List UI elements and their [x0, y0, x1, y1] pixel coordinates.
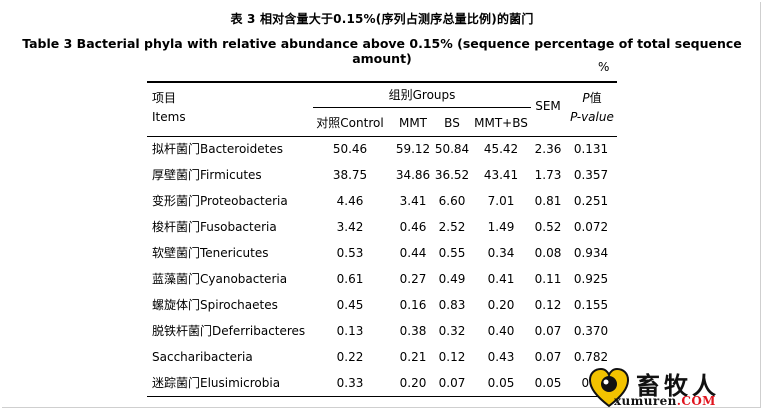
row-value-col-5: 0.251 — [573, 194, 609, 208]
row-phylum-name: 螺旋体门Spirochaetes — [152, 298, 278, 312]
row-value-col-0: 38.75 — [332, 168, 368, 182]
row-value-col-4: 0.08 — [534, 246, 562, 260]
row-phylum-name: 厚壁菌门Firmicutes — [152, 168, 262, 182]
row-value-col-4: 0.05 — [534, 376, 562, 390]
row-value-col-1: 0.21 — [399, 350, 427, 364]
row-value-col-1: 0.44 — [399, 246, 427, 260]
row-value-col-3: 0.40 — [487, 324, 515, 338]
row-value-col-3: 7.01 — [487, 194, 515, 208]
row-phylum-name: 拟杆菌门Bacteroidetes — [152, 142, 283, 156]
row-value-col-3: 1.49 — [487, 220, 515, 234]
header-bs: BS — [444, 116, 460, 130]
row-value-col-0: 0.33 — [336, 376, 364, 390]
logo-text-cn: 畜牧人 — [636, 371, 720, 400]
header-items-en: Items — [152, 110, 186, 124]
header-mmt-bs: MMT+BS — [474, 116, 528, 130]
row-value-col-4: 0.52 — [534, 220, 562, 234]
row-value-col-2: 0.49 — [438, 272, 466, 286]
row-value-col-1: 0.46 — [399, 220, 427, 234]
row-value-col-0: 0.13 — [336, 324, 364, 338]
row-phylum-name: 梭杆菌门Fusobacteria — [152, 220, 277, 234]
row-value-col-3: 0.34 — [487, 246, 515, 260]
row-value-col-0: 4.46 — [336, 194, 364, 208]
row-value-col-2: 50.84 — [434, 142, 470, 156]
row-value-col-3: 0.41 — [487, 272, 515, 286]
logo-mark-icon — [588, 367, 630, 408]
row-value-col-2: 0.55 — [438, 246, 466, 260]
row-value-col-4: 0.11 — [534, 272, 562, 286]
row-value-col-3: 0.43 — [487, 350, 515, 364]
row-value-col-2: 6.60 — [438, 194, 466, 208]
row-value-col-1: 3.41 — [399, 194, 427, 208]
row-value-col-2: 36.52 — [434, 168, 470, 182]
row-value-col-1: 0.27 — [399, 272, 427, 286]
row-value-col-0: 0.53 — [336, 246, 364, 260]
row-value-col-3: 0.05 — [487, 376, 515, 390]
row-value-col-5: 0.131 — [573, 142, 609, 156]
row-value-col-0: 0.61 — [336, 272, 364, 286]
row-value-col-5: 0.155 — [573, 298, 609, 312]
row-value-col-5: 0.782 — [573, 350, 609, 364]
row-value-col-4: 0.81 — [534, 194, 562, 208]
row-value-col-4: 0.12 — [534, 298, 562, 312]
row-phylum-name: 迷踪菌门Elusimicrobia — [152, 376, 281, 390]
row-value-col-0: 3.42 — [336, 220, 364, 234]
unit-label: % — [598, 60, 610, 74]
row-value-col-0: 0.22 — [336, 350, 364, 364]
header-mmt: MMT — [398, 116, 428, 130]
row-value-col-5: 0.370 — [573, 324, 609, 338]
row-value-col-1: 0.20 — [399, 376, 427, 390]
header-sem: SEM — [535, 99, 561, 113]
header-items-cn: 项目 — [152, 91, 177, 105]
row-phylum-name: 软壁菌门Tenericutes — [152, 246, 269, 260]
row-value-col-1: 59.12 — [395, 142, 431, 156]
header-control: 对照Control — [316, 116, 384, 130]
header-p-cn: P值 — [582, 91, 602, 105]
row-value-col-3: 0.20 — [487, 298, 515, 312]
header-p-en: P-value — [570, 110, 614, 124]
row-value-col-5: 0.934 — [573, 246, 609, 260]
row-phylum-name: 变形菌门Proteobacteria — [152, 194, 288, 208]
table-title-cn: 表 3 相对含量大于0.15%(序列占测序总量比例)的菌门 — [230, 12, 534, 26]
row-value-col-1: 0.38 — [399, 324, 427, 338]
logo-text-en: xumuren.COM — [614, 394, 716, 408]
header-groups: 组别Groups — [388, 88, 456, 102]
row-value-col-0: 50.46 — [332, 142, 368, 156]
row-value-col-5: 0.925 — [573, 272, 609, 286]
groups-underline-rule — [313, 107, 531, 108]
row-phylum-name: 脱铁杆菌门Deferribacteres — [152, 324, 306, 338]
row-value-col-5: 0.072 — [573, 220, 609, 234]
row-value-col-1: 0.16 — [399, 298, 427, 312]
row-value-col-4: 2.36 — [534, 142, 562, 156]
row-phylum-name: 蓝藻菌门Cyanobacteria — [152, 272, 288, 286]
row-value-col-2: 0.12 — [438, 350, 466, 364]
row-value-col-2: 0.32 — [438, 324, 466, 338]
row-value-col-4: 0.07 — [534, 324, 562, 338]
row-value-col-4: 1.73 — [534, 168, 562, 182]
row-phylum-name: Saccharibacteria — [152, 350, 253, 364]
row-value-col-2: 0.07 — [438, 376, 466, 390]
row-value-col-2: 0.83 — [438, 298, 466, 312]
row-value-col-4: 0.07 — [534, 350, 562, 364]
table-title-en: Table 3 Bacterial phyla with relative ab… — [22, 36, 742, 66]
row-value-col-1: 34.86 — [395, 168, 431, 182]
row-value-col-2: 2.52 — [438, 220, 466, 234]
header-bottom-rule — [147, 136, 617, 137]
xumuren-logo: 畜牧人 xumuren.COM — [588, 366, 764, 410]
row-value-col-3: 45.42 — [483, 142, 519, 156]
table-bottom-rule — [147, 396, 617, 397]
table-top-rule — [147, 81, 617, 83]
row-value-col-0: 0.45 — [336, 298, 364, 312]
row-value-col-5: 0.357 — [573, 168, 609, 182]
row-value-col-3: 43.41 — [483, 168, 519, 182]
